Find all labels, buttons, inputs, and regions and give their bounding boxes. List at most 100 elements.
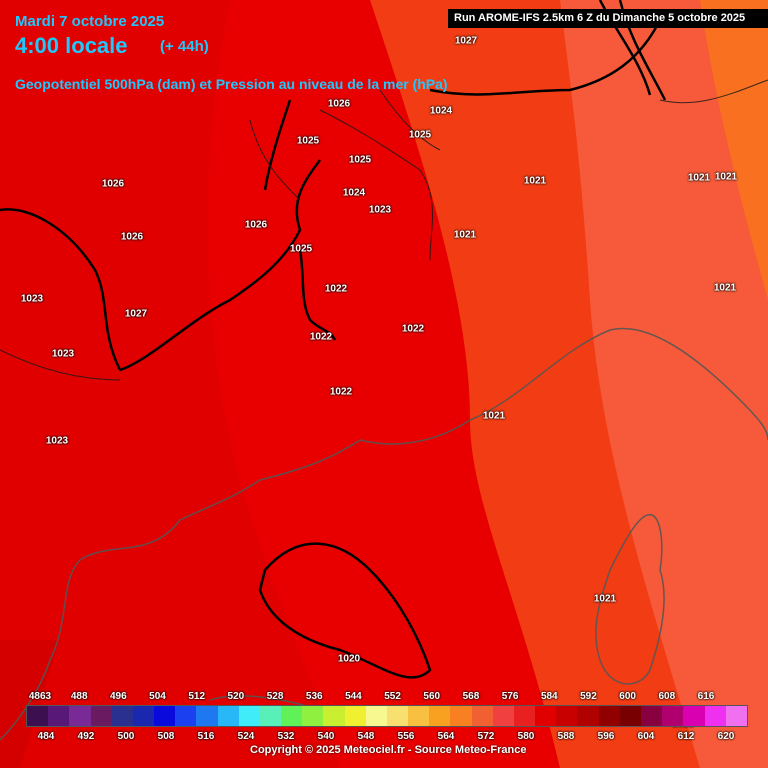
legend-swatch	[577, 706, 599, 726]
pressure-label: 1022	[309, 331, 333, 343]
legend-tick-top: 496	[110, 691, 127, 702]
pressure-label: 1024	[429, 105, 453, 117]
pressure-label: 1025	[408, 129, 432, 141]
legend-swatch	[408, 706, 430, 726]
legend-swatch	[662, 706, 684, 726]
legend-tick-top: 568	[462, 691, 480, 702]
legend-tick-bottom: 484	[37, 731, 55, 742]
legend-swatch	[344, 706, 366, 726]
legend-tick-bottom: 540	[317, 731, 335, 742]
legend-swatch	[704, 706, 726, 726]
legend-swatch	[259, 706, 282, 726]
legend-tick-top: 536	[305, 691, 323, 702]
pressure-label: 1022	[329, 386, 353, 398]
legend-tick-bottom: 604	[637, 731, 655, 742]
pressure-label: 1020	[337, 653, 361, 665]
legend-swatch	[48, 706, 70, 726]
legend-tick-bottom: 588	[557, 731, 575, 742]
pressure-label: 1021	[453, 229, 477, 241]
pressure-label: 1026	[101, 178, 125, 190]
legend-tick-top: 584	[540, 691, 558, 702]
isobar-1020	[258, 542, 432, 679]
pressure-label: 1023	[368, 204, 392, 216]
legend-tick-top: 4863	[28, 691, 52, 702]
legend-swatch	[323, 706, 345, 726]
legend-swatch	[27, 706, 49, 726]
legend-tick-top: 592	[580, 691, 597, 702]
valid-date: Mardi 7 octobre 2025	[15, 13, 165, 30]
band-580	[0, 0, 340, 768]
legend-tick-top: 488	[70, 691, 88, 702]
legend-swatch	[429, 706, 451, 726]
legend-tick-bottom: 500	[117, 731, 135, 742]
pressure-label: 1025	[348, 154, 372, 166]
legend-swatch	[619, 706, 641, 726]
pressure-label: 1027	[124, 308, 148, 320]
pressure-label: 1023	[51, 348, 75, 360]
pressure-label: 1021	[593, 593, 617, 605]
pressure-label: 1024	[342, 187, 366, 199]
legend-tick-bottom: 532	[277, 731, 295, 742]
legend-swatch	[175, 706, 197, 726]
pressure-label: 1023	[20, 293, 44, 305]
legend-swatch	[281, 706, 303, 726]
legend-tick-top: 560	[423, 691, 441, 702]
color-legend	[26, 705, 748, 727]
legend-tick-top: 608	[658, 691, 676, 702]
legend-tick-top: 576	[501, 691, 519, 702]
band-588	[560, 0, 768, 768]
pressure-label: 1026	[120, 231, 144, 243]
legend-tick-bottom: 548	[357, 731, 375, 742]
legend-swatch	[513, 706, 536, 726]
legend-swatch	[238, 706, 260, 726]
legend-swatch	[556, 706, 578, 726]
legend-tick-top: 520	[227, 691, 245, 702]
pressure-label: 1021	[482, 410, 506, 422]
legend-swatch	[725, 706, 747, 726]
legend-tick-top: 528	[266, 691, 284, 702]
legend-tick-top: 512	[188, 691, 206, 702]
pressure-label: 1022	[401, 323, 425, 335]
pressure-label: 1025	[289, 243, 313, 255]
legend-swatch	[386, 706, 409, 726]
legend-swatch	[450, 706, 472, 726]
legend-tick-top: 504	[149, 691, 166, 702]
pressure-label: 1026	[244, 219, 268, 231]
pressure-label: 1023	[45, 435, 69, 447]
legend-tick-bottom: 524	[237, 731, 255, 742]
pressure-label: 1021	[714, 171, 738, 183]
parameter-title: Geopotentiel 500hPa (dam) et Pression au…	[15, 76, 448, 92]
pressure-label: 1021	[713, 282, 737, 294]
legend-swatch	[111, 706, 133, 726]
legend-swatch	[132, 706, 155, 726]
legend-tick-bottom: 508	[157, 731, 175, 742]
lead-time: (+ 44h)	[160, 38, 209, 55]
legend-tick-bottom: 620	[717, 731, 735, 742]
legend-tick-bottom: 596	[597, 731, 615, 742]
legend-swatch	[302, 706, 324, 726]
legend-tick-bottom: 612	[677, 731, 695, 742]
thin-contours	[0, 79, 768, 381]
pressure-label: 1022	[324, 283, 348, 295]
legend-swatch	[492, 706, 514, 726]
legend-swatch	[598, 706, 620, 726]
pressure-label: 1021	[523, 175, 547, 187]
legend-tick-bottom: 572	[477, 731, 495, 742]
legend-tick-top: 544	[345, 691, 362, 702]
legend-tick-top: 552	[384, 691, 401, 702]
pressure-label: 1025	[296, 135, 320, 147]
run-banner: Run AROME-IFS 2.5km 6 Z du Dimanche 5 oc…	[448, 9, 768, 28]
legend-tick-bottom: 556	[397, 731, 415, 742]
pressure-label: 1021	[687, 172, 711, 184]
copyright: Copyright © 2025 Meteociel.fr - Source M…	[250, 744, 527, 756]
legend-tick-bottom: 580	[517, 731, 535, 742]
legend-tick-bottom: 516	[197, 731, 215, 742]
legend-tick-top: 600	[619, 691, 636, 702]
legend-tick-bottom: 492	[77, 731, 95, 742]
pressure-label: 1027	[454, 35, 478, 47]
legend-swatch	[365, 706, 387, 726]
legend-swatch	[683, 706, 705, 726]
coastlines	[0, 327, 768, 741]
pressure-label: 1026	[327, 98, 351, 110]
